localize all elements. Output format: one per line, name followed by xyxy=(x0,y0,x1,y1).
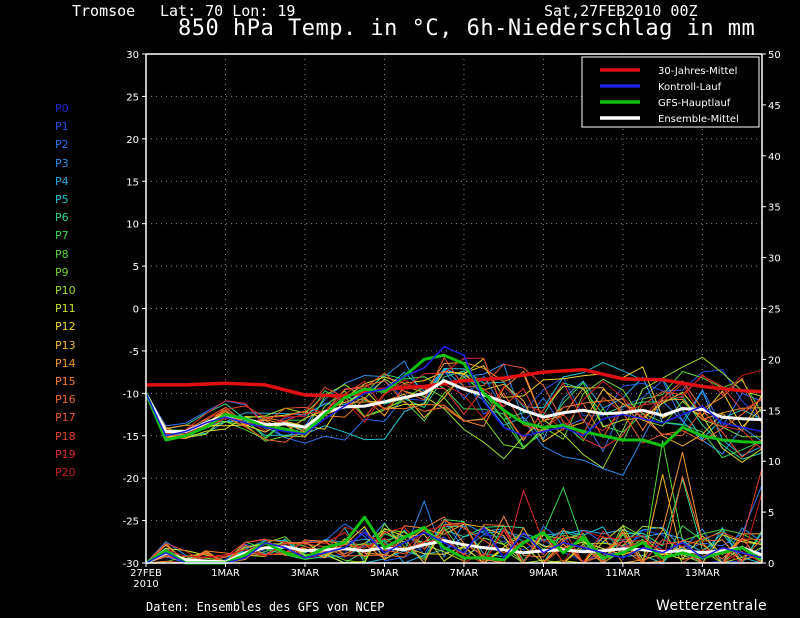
y-tick-label-right: 40 xyxy=(768,152,781,163)
member-label: P3 xyxy=(55,156,69,170)
member-label: P13 xyxy=(55,338,76,352)
member-label: P12 xyxy=(55,320,76,334)
y-tick-label-right: 45 xyxy=(768,101,781,112)
y-tick-label-right: 35 xyxy=(768,203,781,214)
y-tick-label-left: -15 xyxy=(123,432,139,443)
y-tick-label-left: 0 xyxy=(133,305,139,316)
member-label: P9 xyxy=(55,265,69,279)
y-tick-label-left: -25 xyxy=(123,517,139,528)
run-date-label: Sat,27FEB2010 00Z xyxy=(544,2,698,20)
legend-label: Kontroll-Lauf xyxy=(658,82,722,93)
y-tick-label-left: -10 xyxy=(123,389,139,400)
y-tick-label-left: -30 xyxy=(123,559,139,570)
brand-label: Wetterzentrale xyxy=(656,598,768,614)
x-tick-label: 1MAR xyxy=(211,568,240,579)
legend-label: GFS-Hauptlauf xyxy=(658,98,731,109)
y-tick-label-right: 10 xyxy=(768,457,781,468)
y-tick-label-right: 0 xyxy=(768,559,774,570)
y-tick-label-left: 15 xyxy=(126,177,139,188)
member-temp-line xyxy=(145,373,763,459)
x-tick-label: 5MAR xyxy=(370,568,399,579)
y-tick-label-right: 50 xyxy=(768,50,781,61)
y-tick-label-left: 5 xyxy=(133,262,139,273)
member-label: P16 xyxy=(55,393,76,407)
member-label: P7 xyxy=(55,229,69,243)
x-tick-label: 11MAR xyxy=(605,568,640,579)
member-label: P19 xyxy=(55,447,76,461)
member-label: P11 xyxy=(55,302,76,316)
member-temp-line xyxy=(145,357,763,450)
y-tick-label-right: 5 xyxy=(768,508,774,519)
member-label: P1 xyxy=(55,120,69,134)
precip-line-gfs-hauptlauf xyxy=(145,515,763,565)
member-label: P17 xyxy=(55,411,76,425)
y-tick-label-right: 30 xyxy=(768,254,781,265)
location-label: Tromsoe xyxy=(72,2,136,20)
x-tick-label: 9MAR xyxy=(529,568,558,579)
y-tick-label-left: -5 xyxy=(129,347,139,358)
y-tick-label-left: 20 xyxy=(126,135,139,146)
member-label: P14 xyxy=(55,356,76,370)
coords-label: Lat: 70 Lon: 19 xyxy=(160,2,296,20)
member-label: P5 xyxy=(55,193,69,207)
member-label: P4 xyxy=(55,174,69,188)
member-label: P8 xyxy=(55,247,69,261)
y-tick-label-right: 15 xyxy=(768,406,781,417)
y-tick-label-left: 25 xyxy=(126,92,139,103)
y-tick-label-right: 20 xyxy=(768,355,781,366)
data-source-label: Daten: Ensembles des GFS von NCEP xyxy=(146,600,385,614)
x-tick-label: 27FEB xyxy=(130,568,162,579)
x-tick-year-label: 2010 xyxy=(133,579,158,590)
member-label: P18 xyxy=(55,429,76,443)
temp-line-30-jahres-mittel xyxy=(146,367,763,398)
y-tick-label-left: -20 xyxy=(123,474,139,485)
member-label: P15 xyxy=(55,375,76,389)
member-temp-line xyxy=(145,380,763,443)
member-label: P10 xyxy=(55,284,76,298)
y-tick-label-left: 30 xyxy=(126,50,139,61)
temp-line-gfs-hauptlauf xyxy=(144,353,763,448)
member-temp-line xyxy=(145,378,762,450)
precip-line-kontroll-lauf xyxy=(145,526,763,564)
member-label: P20 xyxy=(55,466,76,480)
chart-title: 850 hPa Temp. in °C, 6h-Niederschlag in … xyxy=(178,16,756,41)
x-tick-label: 13MAR xyxy=(685,568,720,579)
temp-line-kontroll-lauf xyxy=(145,345,763,437)
y-tick-label-left: 10 xyxy=(126,220,139,231)
member-label: P2 xyxy=(55,138,69,152)
legend-label: Ensemble-Mittel xyxy=(658,114,739,125)
x-tick-label: 3MAR xyxy=(291,568,320,579)
y-tick-label-right: 25 xyxy=(768,305,781,316)
x-tick-label: 7MAR xyxy=(450,568,479,579)
member-label: P6 xyxy=(55,211,69,225)
ensemble-member-list: P0 P1 P2 P3 P4 P5 P6 P7 P8 P9 P10 P11 P12 P13 P14 P15 P1… xyxy=(55,100,76,482)
legend-label: 30-Jahres-Mittel xyxy=(658,66,737,77)
member-label: P0 xyxy=(55,102,69,115)
